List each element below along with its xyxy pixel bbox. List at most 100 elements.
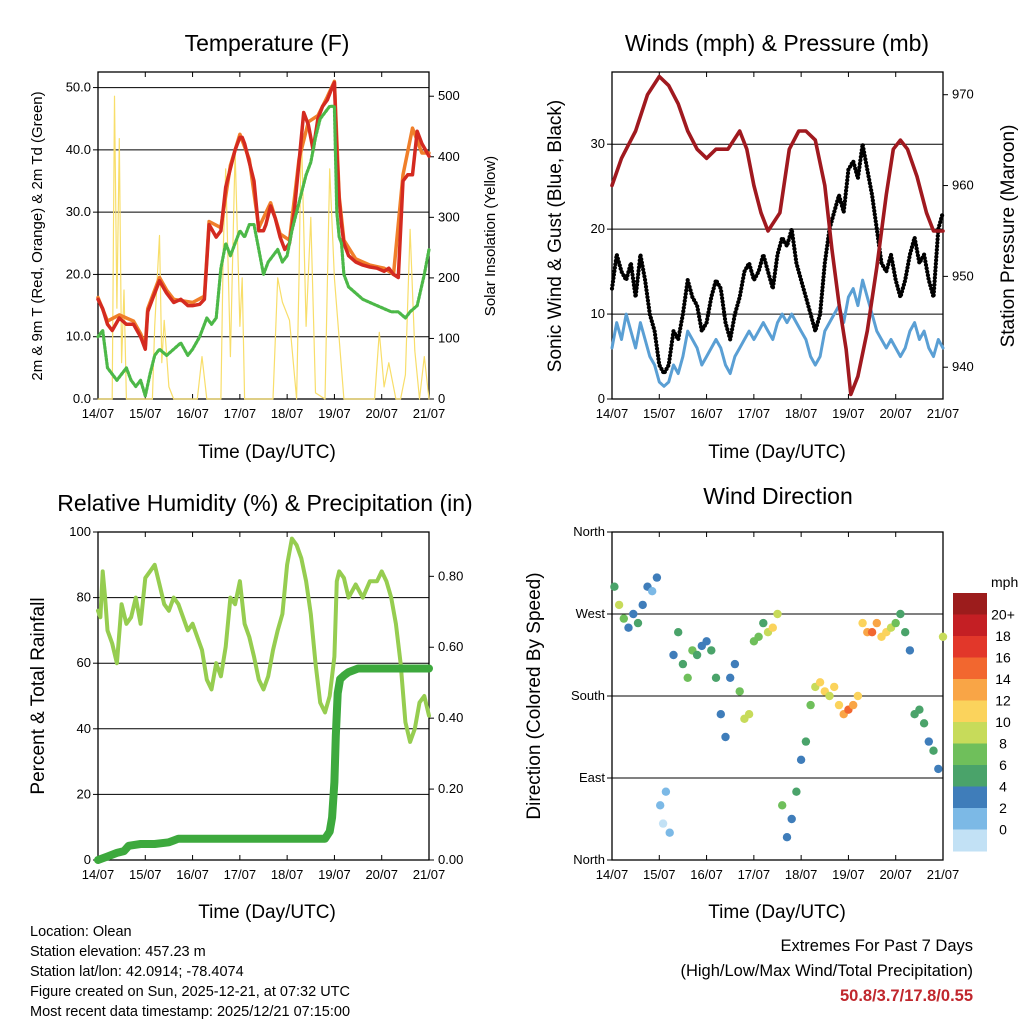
x-tick-label: 14/07 xyxy=(596,867,629,882)
direction-point xyxy=(652,573,662,582)
direction-point xyxy=(815,678,825,687)
series-2m-t-line xyxy=(96,80,431,351)
x-tick-label: 18/07 xyxy=(785,867,818,882)
speed-legend-swatch xyxy=(953,829,987,852)
y-right-tick-label: 0.20 xyxy=(438,781,463,796)
direction-point xyxy=(759,618,768,628)
direction-point xyxy=(711,673,721,682)
station-latlon: Station lat/lon: 42.0914; -78.4074 xyxy=(30,964,244,980)
y-right-tick-label: 500 xyxy=(438,88,460,103)
direction-point xyxy=(730,659,740,669)
direction-point xyxy=(849,700,858,710)
direction-x-axis-label: Time (Day/UTC) xyxy=(708,902,846,923)
series-2m-td-line xyxy=(96,104,431,398)
y-right-tick-label: 0.40 xyxy=(438,710,463,725)
y-tick-label: 0 xyxy=(84,852,91,867)
x-tick-label: 17/07 xyxy=(224,406,257,421)
speed-legend-swatch xyxy=(953,593,987,615)
speed-legend-label: 18 xyxy=(995,628,1011,644)
speed-legend-swatch xyxy=(953,808,987,830)
humidity-left-axis-label: Percent & Total Rainfall xyxy=(28,597,49,794)
direction-point xyxy=(834,700,844,710)
direction-point xyxy=(754,632,763,641)
series-gust-line xyxy=(609,142,946,376)
direction-point xyxy=(656,801,665,810)
direction-point xyxy=(929,746,938,755)
x-tick-label: 19/07 xyxy=(832,867,865,882)
speed-legend: mph 20+ 18 16 14 12 10 8 6 4 2 0 xyxy=(953,574,1018,852)
y-right-tick-label: 400 xyxy=(438,149,460,164)
direction-point xyxy=(773,609,782,619)
y-tick-label: 30.0 xyxy=(66,204,91,219)
speed-legend-swatch xyxy=(953,636,987,658)
extremes-summary: Extremes For Past 7 Days (High/Low/Max W… xyxy=(680,934,973,1009)
direction-point xyxy=(610,582,619,591)
humidity-plot-frame xyxy=(97,531,430,861)
direction-point xyxy=(778,801,787,810)
speed-legend-title: mph xyxy=(991,574,1018,590)
speed-legend-swatch xyxy=(953,765,987,787)
speed-legend-swatch xyxy=(953,679,987,701)
y-right-tick-label: 0.80 xyxy=(438,568,463,583)
direction-point xyxy=(801,737,811,746)
speed-legend-label: 12 xyxy=(995,693,1011,709)
speed-legend-swatch xyxy=(953,786,987,809)
x-tick-label: 20/07 xyxy=(879,867,912,882)
y-tick-label: 20.0 xyxy=(66,266,91,281)
humidity-x-axis-label: Time (Day/UTC) xyxy=(198,902,336,923)
direction-point xyxy=(735,687,744,696)
y-tick-label: 40.0 xyxy=(66,142,91,157)
direction-point xyxy=(792,787,801,796)
speed-legend-label: 2 xyxy=(999,800,1007,816)
series-solar-insolation-line xyxy=(97,95,430,400)
extremes-values: 50.8/3.7/17.8/0.55 xyxy=(839,987,973,1005)
direction-point xyxy=(867,628,877,637)
direction-point xyxy=(768,623,777,632)
winds-right-axis-label: Station Pressure (Maroon) xyxy=(998,125,1019,348)
x-tick-label: 15/07 xyxy=(643,406,676,421)
speed-legend-label: 10 xyxy=(995,714,1011,730)
extremes-subtitle: (High/Low/Max Wind/Total Precipitation) xyxy=(680,962,973,980)
x-tick-label: 20/07 xyxy=(365,867,398,882)
direction-point xyxy=(669,650,678,660)
speed-legend-swatch xyxy=(953,722,987,744)
y-tick-label: North xyxy=(573,524,605,539)
speed-legend-label: 20+ xyxy=(991,607,1015,623)
direction-point xyxy=(619,614,628,623)
direction-point xyxy=(629,609,638,619)
temperature-x-axis-label: Time (Day/UTC) xyxy=(198,442,336,463)
x-tick-label: 21/07 xyxy=(413,406,446,421)
humidity-panel: Relative Humidity (%) & Precipitation (i… xyxy=(28,490,473,923)
y-tick-label: 20 xyxy=(591,221,605,236)
series-relative-humidity-line xyxy=(96,536,431,744)
station-elevation: Station elevation: 457.23 m xyxy=(30,944,206,960)
series-station-pressure-line xyxy=(610,74,945,397)
direction-point xyxy=(744,710,754,719)
direction-point xyxy=(674,628,683,637)
y-right-tick-label: 300 xyxy=(438,209,460,224)
recent-data-timestamp: Most recent data timestamp: 2025/12/21 0… xyxy=(30,1004,351,1020)
speed-legend-swatch xyxy=(953,614,987,637)
direction-point xyxy=(707,646,716,655)
x-tick-label: 15/07 xyxy=(643,867,676,882)
direction-point xyxy=(919,719,929,728)
x-tick-label: 18/07 xyxy=(271,867,304,882)
speed-legend-label: 4 xyxy=(999,779,1007,795)
x-tick-label: 14/07 xyxy=(82,867,115,882)
direction-point xyxy=(665,828,674,837)
y-tick-label: North xyxy=(573,852,605,867)
y-right-tick-label: 940 xyxy=(952,359,974,374)
direction-point xyxy=(726,673,735,682)
temperature-panel: Temperature (F) 0.0 10.0 20.0 30.0 40.0 50.0 0… xyxy=(29,30,499,463)
direction-point xyxy=(915,705,924,714)
y-tick-label: 10 xyxy=(591,306,605,321)
direction-point xyxy=(692,650,702,660)
x-tick-label: 14/07 xyxy=(82,406,115,421)
direction-point xyxy=(678,659,688,669)
x-tick-label: 17/07 xyxy=(738,406,771,421)
direction-point xyxy=(782,833,792,842)
direction-point xyxy=(796,755,806,764)
direction-point xyxy=(624,623,633,632)
temperature-plot-frame xyxy=(97,71,430,400)
y-right-tick-label: 200 xyxy=(438,270,460,285)
